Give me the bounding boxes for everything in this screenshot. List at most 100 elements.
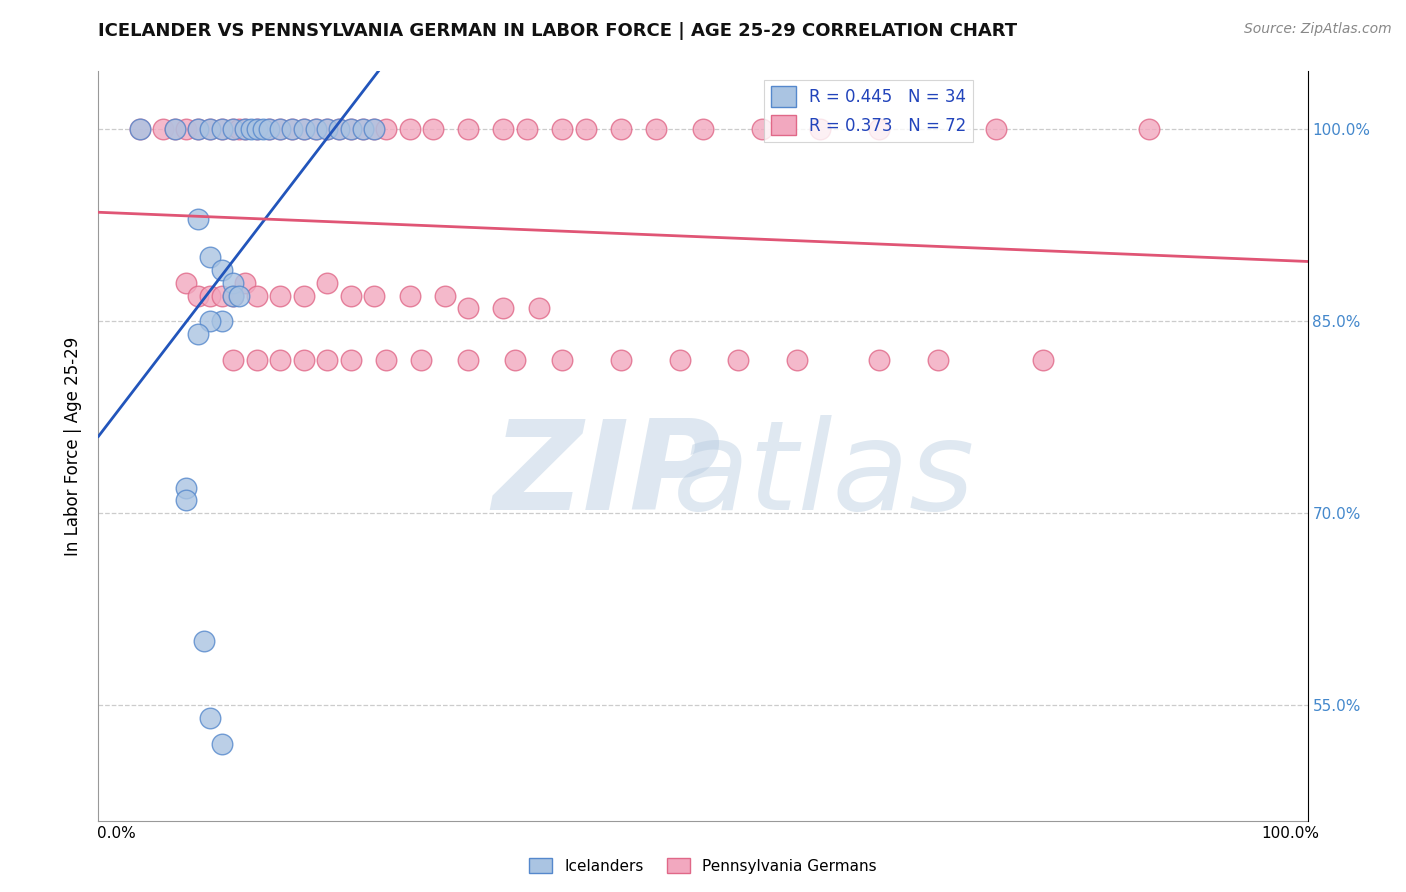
Point xyxy=(222,276,245,290)
Point xyxy=(692,122,714,136)
Point xyxy=(363,288,385,302)
Point xyxy=(1137,122,1160,136)
Point xyxy=(228,288,250,302)
Point xyxy=(222,122,245,136)
Point xyxy=(269,352,291,367)
Point xyxy=(198,288,221,302)
Point xyxy=(246,122,269,136)
Point xyxy=(1032,352,1054,367)
Point xyxy=(176,481,198,495)
Point xyxy=(198,122,221,136)
Point xyxy=(187,122,209,136)
Point xyxy=(269,122,291,136)
Point xyxy=(610,352,633,367)
Point xyxy=(193,634,215,648)
Point xyxy=(198,711,221,725)
Point xyxy=(316,276,339,290)
Point xyxy=(727,352,749,367)
Point xyxy=(316,122,339,136)
Point xyxy=(304,122,326,136)
Point xyxy=(246,352,269,367)
Point xyxy=(551,122,574,136)
Point xyxy=(233,122,256,136)
Point xyxy=(257,122,280,136)
Point xyxy=(292,122,315,136)
Point xyxy=(292,122,315,136)
Point xyxy=(457,352,479,367)
Point xyxy=(352,122,374,136)
Point xyxy=(198,250,221,264)
Point xyxy=(269,122,291,136)
Point xyxy=(868,122,890,136)
Point xyxy=(375,122,398,136)
Point xyxy=(457,122,479,136)
Point xyxy=(340,352,363,367)
Point xyxy=(176,493,198,508)
Point xyxy=(228,122,250,136)
Point xyxy=(222,288,245,302)
Point xyxy=(222,122,245,136)
Point xyxy=(292,352,315,367)
Point xyxy=(375,352,398,367)
Point xyxy=(176,122,198,136)
Point xyxy=(610,122,633,136)
Point xyxy=(352,122,374,136)
Point xyxy=(328,122,350,136)
Point xyxy=(198,314,221,328)
Point xyxy=(986,122,1008,136)
Point xyxy=(211,122,233,136)
Point xyxy=(316,122,339,136)
Point xyxy=(152,122,174,136)
Y-axis label: In Labor Force | Age 25-29: In Labor Force | Age 25-29 xyxy=(65,336,83,556)
Point xyxy=(398,288,420,302)
Point xyxy=(316,352,339,367)
Point xyxy=(927,352,949,367)
Point xyxy=(422,122,444,136)
Point xyxy=(252,122,274,136)
Point xyxy=(751,122,773,136)
Text: ICELANDER VS PENNSYLVANIA GERMAN IN LABOR FORCE | AGE 25-29 CORRELATION CHART: ICELANDER VS PENNSYLVANIA GERMAN IN LABO… xyxy=(98,22,1018,40)
Point xyxy=(128,122,150,136)
Point xyxy=(340,122,363,136)
Point xyxy=(233,122,256,136)
Point xyxy=(516,122,538,136)
Point xyxy=(492,122,515,136)
Point xyxy=(211,122,233,136)
Point xyxy=(433,288,456,302)
Point xyxy=(340,288,363,302)
Point xyxy=(233,276,256,290)
Point xyxy=(398,122,420,136)
Point xyxy=(246,122,269,136)
Point xyxy=(503,352,526,367)
Point xyxy=(292,288,315,302)
Point xyxy=(211,737,233,751)
Point xyxy=(211,263,233,277)
Point xyxy=(457,301,479,316)
Point xyxy=(281,122,304,136)
Point xyxy=(668,352,690,367)
Point xyxy=(808,122,831,136)
Point xyxy=(211,314,233,328)
Point xyxy=(198,122,221,136)
Text: atlas: atlas xyxy=(673,416,974,536)
Point xyxy=(645,122,668,136)
Point xyxy=(187,122,209,136)
Point xyxy=(411,352,433,367)
Point xyxy=(187,288,209,302)
Point xyxy=(551,352,574,367)
Point xyxy=(246,288,269,302)
Point xyxy=(222,352,245,367)
Point xyxy=(128,122,150,136)
Point xyxy=(187,211,209,226)
Point xyxy=(786,352,808,367)
Point xyxy=(328,122,350,136)
Text: ZIP: ZIP xyxy=(492,416,721,536)
Point xyxy=(363,122,385,136)
Point xyxy=(240,122,263,136)
Point xyxy=(222,288,245,302)
Point xyxy=(868,352,890,367)
Point xyxy=(340,122,363,136)
Point xyxy=(304,122,326,136)
Point xyxy=(492,301,515,316)
Legend: R = 0.445   N = 34, R = 0.373   N = 72: R = 0.445 N = 34, R = 0.373 N = 72 xyxy=(763,79,973,142)
